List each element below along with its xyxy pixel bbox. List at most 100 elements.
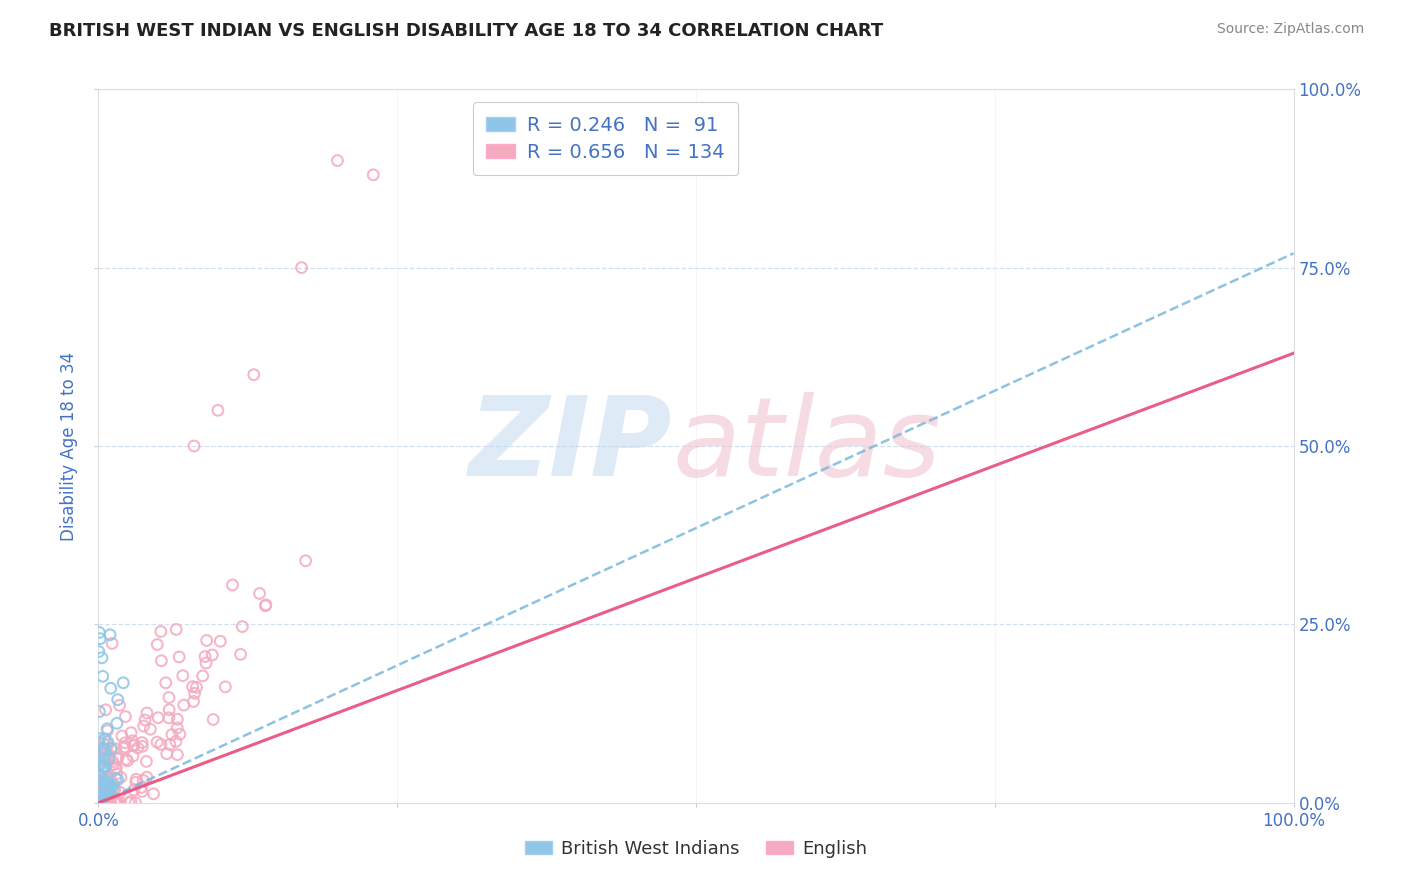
- Point: [115, 752, 138, 766]
- Point: [125, 775, 148, 789]
- Point: [135, 755, 157, 769]
- Point: [87, 795, 110, 809]
- Point: [104, 796, 127, 810]
- Point: [89, 789, 111, 804]
- Point: [98, 782, 121, 797]
- Point: [87, 795, 110, 809]
- Point: [135, 770, 157, 784]
- Point: [97, 751, 120, 765]
- Point: [94, 774, 117, 789]
- Point: [101, 636, 124, 650]
- Point: [146, 638, 169, 652]
- Point: [146, 735, 169, 749]
- Point: [94, 747, 117, 762]
- Point: [89, 794, 111, 808]
- Point: [89, 794, 111, 808]
- Point: [93, 789, 115, 803]
- Point: [132, 719, 155, 733]
- Point: [111, 729, 134, 743]
- Point: [93, 753, 115, 767]
- Point: [98, 751, 121, 765]
- Point: [186, 681, 208, 695]
- Point: [89, 795, 111, 809]
- Point: [91, 796, 114, 810]
- Point: [98, 778, 121, 792]
- Point: [96, 782, 118, 797]
- Point: [98, 796, 121, 810]
- Point: [139, 723, 162, 737]
- Point: [122, 738, 145, 752]
- Point: [94, 787, 117, 801]
- Point: [207, 403, 229, 417]
- Point: [94, 742, 117, 756]
- Point: [100, 796, 122, 810]
- Point: [93, 765, 115, 780]
- Point: [183, 694, 205, 708]
- Point: [105, 796, 128, 810]
- Point: [94, 703, 117, 717]
- Point: [91, 756, 114, 771]
- Point: [132, 773, 155, 788]
- Point: [326, 153, 349, 168]
- Point: [105, 796, 128, 810]
- Point: [134, 713, 156, 727]
- Point: [136, 706, 159, 720]
- Point: [110, 785, 132, 799]
- Point: [89, 787, 111, 801]
- Point: [89, 781, 111, 796]
- Point: [90, 792, 112, 806]
- Point: [105, 796, 128, 810]
- Point: [93, 772, 115, 787]
- Point: [160, 728, 183, 742]
- Point: [87, 644, 110, 658]
- Point: [93, 761, 115, 775]
- Legend: British West Indians, English: British West Indians, English: [517, 833, 875, 865]
- Point: [294, 554, 316, 568]
- Point: [89, 705, 111, 719]
- Point: [87, 758, 110, 772]
- Point: [157, 711, 180, 725]
- Point: [105, 760, 128, 774]
- Point: [157, 703, 180, 717]
- Point: [97, 779, 120, 793]
- Point: [105, 751, 128, 765]
- Point: [103, 780, 125, 795]
- Point: [221, 578, 243, 592]
- Point: [87, 767, 110, 781]
- Point: [87, 778, 110, 792]
- Point: [96, 753, 118, 767]
- Point: [89, 768, 111, 782]
- Point: [91, 761, 114, 775]
- Point: [108, 796, 131, 810]
- Point: [89, 748, 111, 763]
- Point: [94, 787, 117, 801]
- Point: [120, 725, 142, 739]
- Point: [114, 739, 136, 754]
- Point: [89, 793, 111, 807]
- Point: [114, 736, 136, 750]
- Point: [91, 791, 114, 805]
- Point: [105, 716, 128, 731]
- Point: [93, 776, 115, 790]
- Point: [150, 654, 173, 668]
- Point: [87, 731, 110, 746]
- Point: [243, 368, 266, 382]
- Point: [90, 792, 112, 806]
- Point: [191, 669, 214, 683]
- Point: [91, 796, 114, 810]
- Point: [165, 734, 187, 748]
- Point: [181, 680, 204, 694]
- Point: [165, 623, 187, 637]
- Point: [100, 681, 122, 696]
- Point: [98, 781, 121, 796]
- Point: [195, 656, 218, 670]
- Point: [87, 735, 110, 749]
- Point: [97, 785, 120, 799]
- Point: [104, 782, 127, 797]
- Point: [103, 757, 125, 772]
- Point: [93, 796, 115, 810]
- Point: [89, 794, 111, 808]
- Point: [97, 735, 120, 749]
- Point: [90, 796, 112, 810]
- Point: [87, 773, 110, 788]
